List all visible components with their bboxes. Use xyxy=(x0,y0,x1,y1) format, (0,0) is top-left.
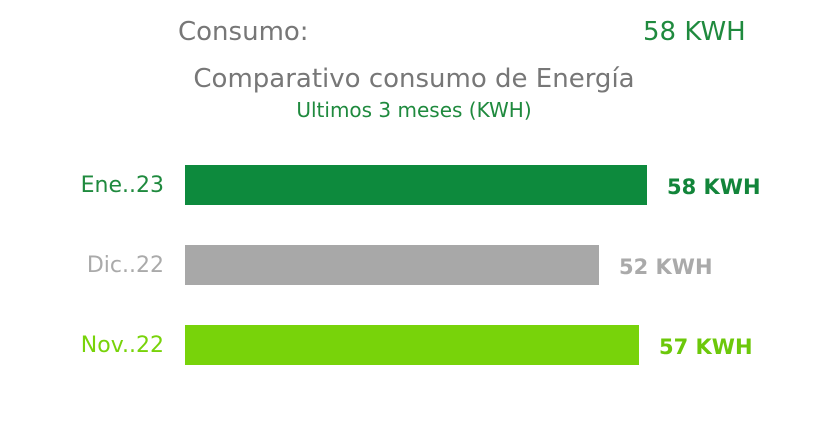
value-label-0: 58 KWH xyxy=(667,175,761,199)
category-label-2: Nov..22 xyxy=(81,333,164,358)
value-label-2: 57 KWH xyxy=(659,335,753,359)
value-label-1: 52 KWH xyxy=(619,255,713,279)
chart-title: Comparativo consumo de Energía xyxy=(193,64,635,94)
consumo-value: 58 KWH xyxy=(643,17,746,47)
bar-1 xyxy=(185,245,599,285)
chart-subtitle: Ultimos 3 meses (KWH) xyxy=(296,98,532,122)
category-label-0: Ene..23 xyxy=(81,173,164,198)
category-label-1: Dic..22 xyxy=(87,253,164,278)
bar-2 xyxy=(185,325,639,365)
consumo-label: Consumo: xyxy=(178,17,309,47)
bar-0 xyxy=(185,165,647,205)
